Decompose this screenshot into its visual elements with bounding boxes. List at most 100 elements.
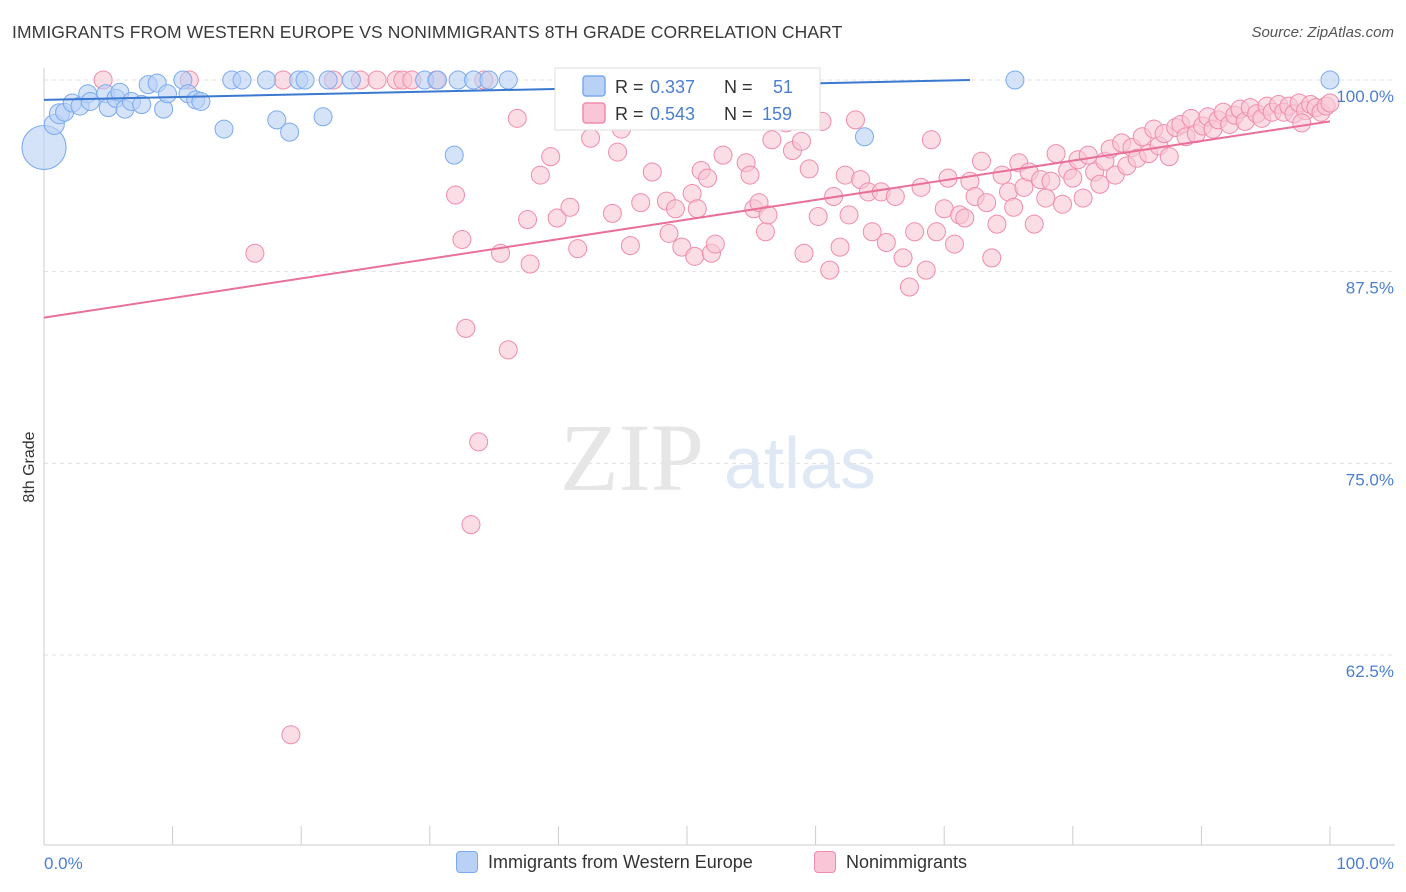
legend-item-western-europe: Immigrants from Western Europe xyxy=(456,851,753,873)
point-western-europe-32 xyxy=(318,70,338,90)
point-nonimmigrants-112 xyxy=(1078,145,1098,165)
point-nonimmigrants-66 xyxy=(820,260,840,280)
point-nonimmigrants-42 xyxy=(687,199,707,219)
point-western-europe-40 xyxy=(498,70,518,90)
point-western-europe-18 xyxy=(157,84,177,104)
point-western-europe-35 xyxy=(428,70,448,90)
point-nonimmigrants-56 xyxy=(762,130,782,150)
point-nonimmigrants-7 xyxy=(367,70,387,90)
point-nonimmigrants-37 xyxy=(659,223,679,243)
legend-swatch-pink xyxy=(582,102,606,124)
trend-line-nonimmigrants xyxy=(43,120,1331,319)
point-western-europe-25 xyxy=(232,70,252,90)
legend-swatch-nonimmigrants xyxy=(814,851,836,873)
point-nonimmigrants-78 xyxy=(893,248,913,268)
point-nonimmigrants-74 xyxy=(862,222,882,242)
point-nonimmigrants-64 xyxy=(808,206,828,226)
point-nonimmigrants-31 xyxy=(608,142,628,162)
point-western-europe-27 xyxy=(267,110,287,130)
legend-r-value-pink: 0.543 xyxy=(650,104,695,124)
point-western-europe-31 xyxy=(313,107,333,127)
point-western-europe-48 xyxy=(854,127,874,147)
x-tick-label-right: 100.0% xyxy=(1336,854,1394,873)
point-nonimmigrants-47 xyxy=(713,145,733,165)
point-nonimmigrants-2 xyxy=(245,243,265,263)
point-western-europe-23 xyxy=(214,119,234,139)
point-nonimmigrants-107 xyxy=(1053,194,1073,214)
point-nonimmigrants-61 xyxy=(791,131,811,151)
point-nonimmigrants-18 xyxy=(498,340,518,360)
point-nonimmigrants-87 xyxy=(944,234,964,254)
point-nonimmigrants-55 xyxy=(758,205,778,225)
point-nonimmigrants-4 xyxy=(281,725,301,745)
point-nonimmigrants-158 xyxy=(507,108,527,128)
point-nonimmigrants-23 xyxy=(547,208,567,228)
legend-swatch-blue xyxy=(582,75,606,97)
chart-title: IMMIGRANTS FROM WESTERN EUROPE VS NONIMM… xyxy=(12,22,843,42)
watermark: ZIP atlas xyxy=(560,404,876,511)
point-western-europe-39 xyxy=(479,70,499,90)
point-nonimmigrants-21 xyxy=(530,165,550,185)
x-tick-label-left: 0.0% xyxy=(44,854,83,873)
point-nonimmigrants-114 xyxy=(1090,174,1110,194)
legend-r-label-blue: R = xyxy=(615,77,644,97)
point-nonimmigrants-25 xyxy=(568,239,588,259)
axes xyxy=(43,68,1395,846)
series-western-europe-points xyxy=(21,70,1340,170)
point-nonimmigrants-82 xyxy=(916,260,936,280)
point-nonimmigrants-98 xyxy=(1004,197,1024,217)
point-nonimmigrants-63 xyxy=(799,159,819,179)
legend-n-label-blue: N = xyxy=(724,77,753,97)
legend-n-value-blue: 51 xyxy=(773,77,793,97)
y-tick-label-1: 87.5% xyxy=(1346,279,1394,298)
point-nonimmigrants-70 xyxy=(839,205,859,225)
point-nonimmigrants-93 xyxy=(977,193,997,213)
point-nonimmigrants-13 xyxy=(452,229,472,249)
legend-item-nonimmigrants: Nonimmigrants xyxy=(814,851,967,873)
point-nonimmigrants-96 xyxy=(992,165,1012,185)
point-nonimmigrants-39 xyxy=(672,237,692,257)
point-western-europe-30 xyxy=(295,70,315,90)
point-western-europe-22 xyxy=(191,91,211,111)
y-tick-label-0: 100.0% xyxy=(1336,87,1394,106)
point-western-europe-26 xyxy=(256,70,276,90)
point-nonimmigrants-94 xyxy=(982,248,1002,268)
point-nonimmigrants-32 xyxy=(620,236,640,256)
y-axis-label: 8th Grade xyxy=(21,431,38,502)
point-nonimmigrants-77 xyxy=(885,187,905,207)
point-nonimmigrants-15 xyxy=(469,432,489,452)
grid-lines xyxy=(44,79,1395,656)
source-label: Source: ZipAtlas.com xyxy=(1251,24,1394,41)
point-nonimmigrants-80 xyxy=(905,222,925,242)
point-nonimmigrants-41 xyxy=(685,246,705,266)
point-western-europe-14 xyxy=(132,95,152,115)
legend-r-value-blue: 0.337 xyxy=(650,77,695,97)
point-western-europe-49 xyxy=(1005,70,1025,90)
watermark-zip: ZIP xyxy=(560,404,704,511)
point-nonimmigrants-162 xyxy=(1292,113,1312,133)
point-nonimmigrants-62 xyxy=(794,243,814,263)
point-nonimmigrants-51 xyxy=(740,165,760,185)
point-nonimmigrants-68 xyxy=(830,237,850,257)
point-nonimmigrants-102 xyxy=(1024,214,1044,234)
point-nonimmigrants-35 xyxy=(642,162,662,182)
point-nonimmigrants-20 xyxy=(520,254,540,274)
series-legend: Immigrants from Western Europe Nonimmigr… xyxy=(0,851,1406,879)
point-western-europe-7 xyxy=(80,91,100,111)
point-nonimmigrants-46 xyxy=(705,234,725,254)
point-nonimmigrants-83 xyxy=(921,130,941,150)
y-tick-label-2: 75.0% xyxy=(1346,470,1394,489)
point-nonimmigrants-71 xyxy=(845,110,865,130)
legend-n-label-pink: N = xyxy=(724,104,753,124)
point-western-europe-28 xyxy=(280,122,300,142)
point-nonimmigrants-89 xyxy=(955,208,975,228)
legend-label-nonimmigrants: Nonimmigrants xyxy=(846,851,968,872)
legend-n-value-pink: 159 xyxy=(762,104,792,124)
point-nonimmigrants-104 xyxy=(1036,188,1056,208)
y-tick-labels: 100.0% 87.5% 75.0% 62.5% xyxy=(1336,87,1394,681)
watermark-atlas: atlas xyxy=(724,424,876,504)
point-nonimmigrants-14 xyxy=(456,318,476,338)
point-nonimmigrants-12 xyxy=(446,185,466,205)
point-nonimmigrants-161 xyxy=(461,515,481,535)
